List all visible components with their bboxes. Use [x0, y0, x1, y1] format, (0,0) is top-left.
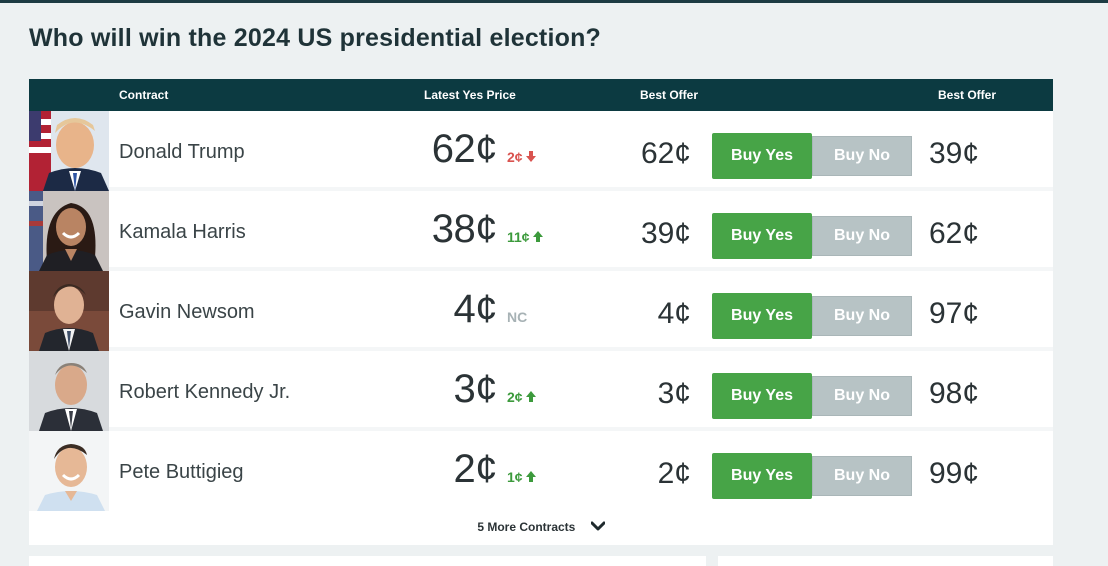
contracts-table: Contract Latest Yes Price Best Offer Bes… — [29, 79, 1053, 545]
arrow-up-icon — [533, 229, 544, 245]
header-latest-yes-price: Latest Yes Price — [424, 88, 516, 102]
best-offer-yes: 2¢ — [657, 457, 691, 490]
contract-row: Kamala Harris 38¢ 11¢ 39¢ Buy Yes Buy No… — [29, 191, 1053, 271]
contract-row: Donald Trump 62¢ 2¢ 62¢ Buy Yes Buy No 3… — [29, 111, 1053, 191]
buy-no-button[interactable]: Buy No — [812, 216, 912, 256]
latest-yes-price: 4¢ — [453, 287, 498, 331]
price-change-value: NC — [507, 309, 528, 325]
latest-yes-price: 62¢ — [431, 127, 498, 171]
best-offer-yes: 39¢ — [640, 217, 691, 250]
row-divider — [109, 187, 1053, 191]
contract-name[interactable]: Kamala Harris — [119, 221, 246, 243]
candidate-photo-trump — [29, 111, 109, 191]
latest-yes-price: 3¢ — [453, 367, 498, 411]
price-change: 2¢ — [507, 149, 537, 165]
arrow-up-icon — [526, 469, 537, 485]
price-change-value: 2¢ — [507, 389, 523, 405]
contract-row: Robert Kennedy Jr. 3¢ 2¢ 3¢ Buy Yes Buy … — [29, 351, 1053, 431]
price-change: NC — [507, 309, 527, 325]
candidate-photo-newsom — [29, 271, 109, 351]
lower-card — [718, 556, 1053, 566]
contract-name[interactable]: Gavin Newsom — [119, 301, 255, 323]
best-offer-no: 62¢ — [929, 217, 980, 250]
row-divider — [109, 347, 1053, 351]
price-change-value: 11¢ — [507, 229, 530, 245]
table-header: Contract Latest Yes Price Best Offer Bes… — [29, 79, 1053, 111]
price-change: 2¢ — [507, 389, 537, 405]
arrow-down-icon — [526, 149, 537, 165]
buy-yes-button[interactable]: Buy Yes — [712, 293, 812, 339]
best-offer-yes: 62¢ — [640, 137, 691, 170]
candidate-photo-harris — [29, 191, 109, 271]
header-best-offer-yes: Best Offer — [640, 88, 699, 102]
best-offer-yes: 3¢ — [657, 377, 691, 410]
best-offer-no: 97¢ — [929, 297, 980, 330]
buy-no-button[interactable]: Buy No — [812, 456, 912, 496]
header-contract: Contract — [119, 88, 169, 102]
buy-yes-button[interactable]: Buy Yes — [712, 213, 812, 259]
buy-yes-button[interactable]: Buy Yes — [712, 133, 812, 179]
row-divider — [109, 267, 1053, 271]
contract-row: Pete Buttigieg 2¢ 1¢ 2¢ Buy Yes Buy No 9… — [29, 431, 1053, 511]
buy-yes-button[interactable]: Buy Yes — [712, 373, 812, 419]
more-contracts-toggle[interactable]: 5 More Contracts — [29, 511, 1053, 545]
candidate-photo-buttigieg — [29, 431, 109, 511]
contract-row: Gavin Newsom 4¢ NC 4¢ Buy Yes Buy No 97¢ — [29, 271, 1053, 351]
latest-yes-price: 2¢ — [453, 447, 498, 491]
row-divider — [109, 427, 1053, 431]
buy-no-button[interactable]: Buy No — [812, 296, 912, 336]
price-change-value: 2¢ — [507, 149, 523, 165]
price-change: 1¢ — [507, 469, 537, 485]
contract-name[interactable]: Robert Kennedy Jr. — [119, 381, 291, 403]
buy-yes-button[interactable]: Buy Yes — [712, 453, 812, 499]
price-change-value: 1¢ — [507, 469, 523, 485]
best-offer-no: 39¢ — [929, 137, 980, 170]
arrow-up-icon — [526, 389, 537, 405]
best-offer-yes: 4¢ — [657, 297, 691, 330]
contract-name[interactable]: Pete Buttigieg — [119, 461, 244, 483]
chevron-down-icon[interactable] — [590, 520, 606, 534]
header-best-offer-no: Best Offer — [938, 88, 997, 102]
price-change: 11¢ — [507, 229, 544, 245]
best-offer-no: 98¢ — [929, 377, 980, 410]
lower-card — [29, 556, 706, 566]
top-border — [0, 0, 1108, 3]
page-title: Who will win the 2024 US presidential el… — [29, 24, 602, 52]
buy-no-button[interactable]: Buy No — [812, 136, 912, 176]
more-contracts-label[interactable]: 5 More Contracts — [477, 520, 576, 534]
latest-yes-price: 38¢ — [431, 207, 498, 251]
best-offer-no: 99¢ — [929, 457, 980, 490]
candidate-photo-kennedy — [29, 351, 109, 431]
buy-no-button[interactable]: Buy No — [812, 376, 912, 416]
contract-name[interactable]: Donald Trump — [119, 141, 245, 163]
